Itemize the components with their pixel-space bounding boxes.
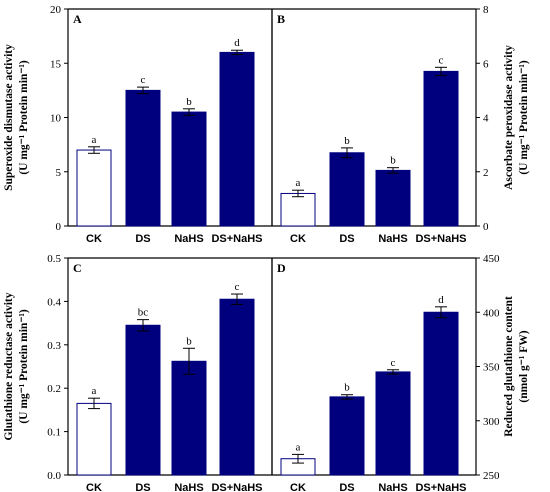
x-tick-label: CK <box>86 233 102 245</box>
x-tick-label: DS+NaHS <box>415 482 466 492</box>
significance-label: b <box>186 96 192 108</box>
significance-label: a <box>296 177 301 189</box>
x-tick-label: DS+NaHS <box>211 233 262 245</box>
x-tick-label: DS+NaHS <box>211 482 262 492</box>
y-tick-label: 0.5 <box>47 253 61 265</box>
significance-label: b <box>344 135 350 147</box>
y-tick-label: 350 <box>483 362 500 374</box>
panel-D: 250 300 350 400 450 Da CK b DS c NaHS d DS+NaHS Reduc… <box>271 253 530 492</box>
significance-label: a <box>296 441 301 453</box>
bar-ds-nahs <box>423 311 459 476</box>
bar-ds <box>125 89 161 227</box>
panel-label: D <box>277 261 286 275</box>
y-axis-title: Reduced glutathione content <box>503 296 515 437</box>
y-tick-label: 20 <box>50 4 62 16</box>
y-tick-label: 0.0 <box>47 470 61 482</box>
significance-label: c <box>141 74 146 86</box>
panel-label: B <box>277 12 285 26</box>
significance-label: a <box>92 385 97 397</box>
y-axis-title: Superoxide dismutase activity <box>3 44 15 191</box>
y-tick-label: 0.3 <box>47 340 61 352</box>
bar-ds-nahs <box>423 70 459 227</box>
significance-label: bc <box>138 307 149 319</box>
bar-ds <box>329 152 365 227</box>
panel-label: A <box>73 12 82 26</box>
significance-label: a <box>92 134 97 146</box>
x-tick-label: DS <box>135 482 150 492</box>
panel-C: 0.0 0.1 0.2 0.3 0.4 0.5 Ca CK bc DS b NaHS c DS+NaHS G… <box>3 253 273 492</box>
bar-nahs <box>171 360 207 476</box>
x-tick-label: DS <box>339 233 354 245</box>
x-tick-label: NaHS <box>378 482 407 492</box>
significance-label: b <box>344 382 350 394</box>
x-tick-label: NaHS <box>174 482 203 492</box>
significance-label: c <box>439 54 444 66</box>
y-tick-label: 300 <box>483 416 500 428</box>
bar-nahs <box>375 371 411 476</box>
significance-label: b <box>186 335 192 347</box>
bar-ds <box>329 396 365 476</box>
bar-nahs <box>171 111 207 227</box>
panel-B: 0 2 4 6 8 Ba CK b DS b NaHS c DS+NaHS Ascorbate perox… <box>271 4 530 245</box>
significance-label: c <box>235 281 240 293</box>
bar-ds <box>125 324 161 476</box>
y-tick-label: 5 <box>56 167 62 179</box>
y-axis-unit: (U mg⁻¹ Protein min⁻¹) <box>518 60 530 174</box>
x-tick-label: DS <box>135 233 150 245</box>
significance-label: b <box>390 155 396 167</box>
y-axis-title: Ascorbate peroxidase activity <box>503 45 515 190</box>
bar-ds-nahs <box>219 298 255 476</box>
x-tick-label: CK <box>86 482 102 492</box>
bar-ck <box>76 402 112 476</box>
y-axis-unit: (nmol g⁻¹ FW) <box>518 330 530 402</box>
y-tick-label: 0 <box>483 221 489 233</box>
y-tick-label: 0 <box>56 221 62 233</box>
bar-ck <box>76 149 112 227</box>
significance-label: c <box>391 357 396 369</box>
panel-label: C <box>73 261 82 275</box>
x-tick-label: DS+NaHS <box>415 233 466 245</box>
x-tick-label: CK <box>290 482 306 492</box>
y-tick-label: 450 <box>483 253 500 265</box>
y-tick-label: 4 <box>483 113 489 125</box>
x-tick-label: NaHS <box>174 233 203 245</box>
y-tick-label: 0.4 <box>47 296 61 308</box>
bar-nahs <box>375 169 411 227</box>
x-tick-label: CK <box>290 233 306 245</box>
y-tick-label: 0.2 <box>47 383 61 395</box>
significance-label: d <box>438 294 444 306</box>
y-axis-title: Glutathione reductase activity <box>3 292 15 440</box>
y-tick-label: 8 <box>483 4 489 16</box>
y-tick-label: 10 <box>50 113 62 125</box>
y-tick-label: 2 <box>483 167 489 179</box>
y-tick-label: 0.1 <box>47 427 61 439</box>
panel-A: 0 5 10 15 20 Aa CK c DS b NaHS d DS+NaHS Superoxide d… <box>3 4 273 245</box>
significance-label: d <box>234 37 240 49</box>
y-axis-unit: (U mg⁻¹ Protein min⁻¹) <box>18 309 30 423</box>
x-tick-label: DS <box>339 482 354 492</box>
y-tick-label: 250 <box>483 470 500 482</box>
bar-ck <box>280 192 316 227</box>
x-tick-label: NaHS <box>378 233 407 245</box>
y-tick-label: 400 <box>483 307 500 319</box>
y-tick-label: 15 <box>50 58 62 70</box>
bar-ds-nahs <box>219 51 255 227</box>
y-axis-unit: (U mg⁻¹ Protein min⁻¹) <box>18 60 30 174</box>
y-tick-label: 6 <box>483 58 489 70</box>
